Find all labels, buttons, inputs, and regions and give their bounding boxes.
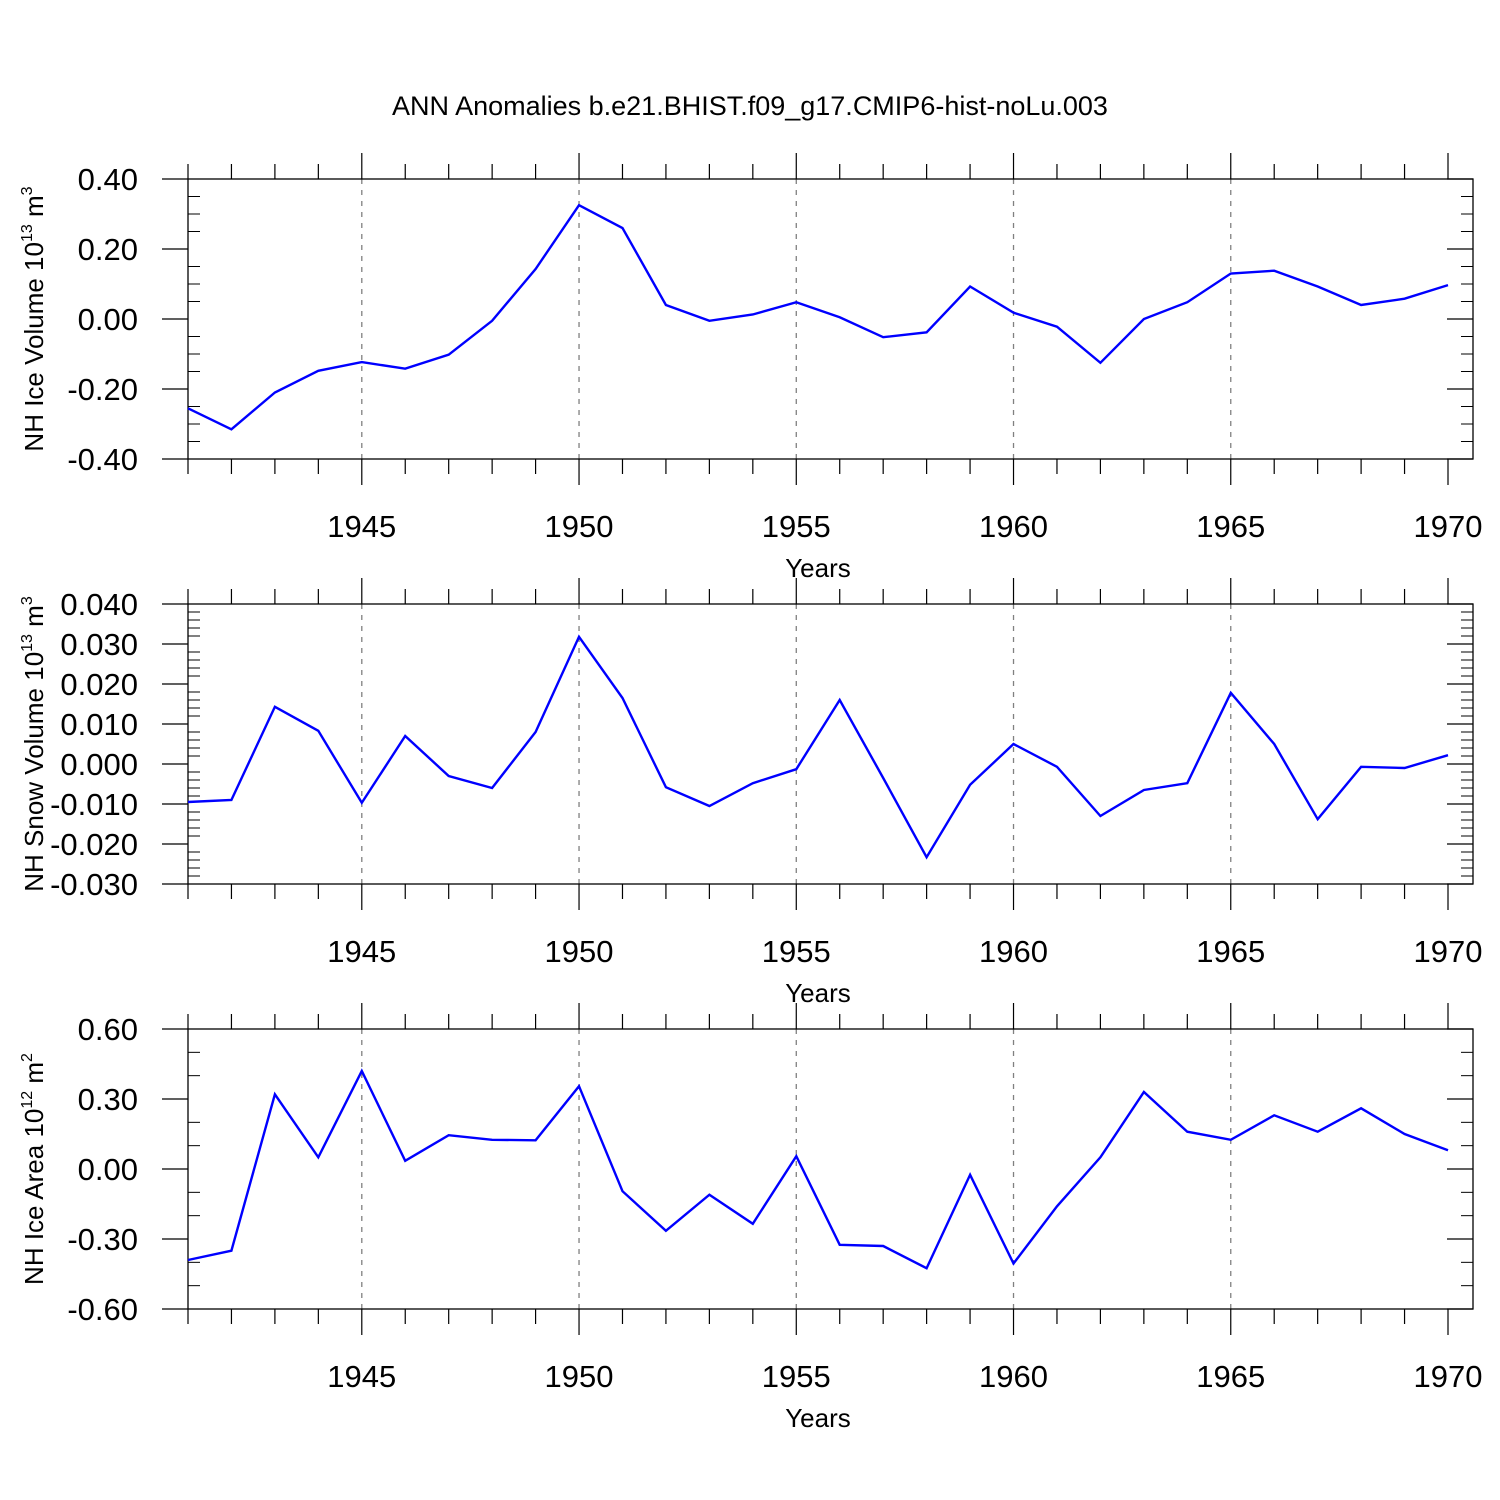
y-axis-title-superscript: 13 bbox=[19, 224, 36, 242]
panel-snow-volume: 1945 1950 1955 1960 1965 1970 Years -0.030 -0.02… bbox=[19, 578, 1482, 1008]
y-axis-title-superscript: 3 bbox=[19, 186, 36, 195]
x-tick-label: 1950 bbox=[545, 1359, 614, 1394]
y-tick-label: 0.010 bbox=[60, 707, 138, 742]
plot-frame bbox=[187, 603, 1474, 885]
x-tick-label: 1970 bbox=[1414, 934, 1483, 969]
x-tick-label: 1955 bbox=[762, 509, 831, 544]
y-tick-label: 0.60 bbox=[78, 1012, 138, 1047]
y-axis-title-part: NH Ice Area 10 bbox=[19, 1109, 49, 1285]
series-line-ice-volume bbox=[187, 203, 1449, 431]
y-tick-label: -0.40 bbox=[67, 442, 138, 477]
y-axis-title-part: m bbox=[19, 605, 49, 634]
x-tick-label: 1955 bbox=[762, 1359, 831, 1394]
x-axis-title: Years bbox=[785, 978, 851, 1008]
y-tick-label: 0.20 bbox=[78, 232, 138, 267]
figure-title: ANN Anomalies b.e21.BHIST.f09_g17.CMIP6-… bbox=[392, 91, 1108, 121]
y-axis-title-superscript: 13 bbox=[19, 634, 36, 652]
y-tick-label: 0.00 bbox=[78, 302, 138, 337]
x-tick-label: 1960 bbox=[979, 1359, 1048, 1394]
x-tick-label: 1950 bbox=[545, 934, 614, 969]
x-tick-label: 1965 bbox=[1196, 1359, 1265, 1394]
y-axis-title-superscript: 12 bbox=[19, 1091, 36, 1109]
x-tick-label: 1965 bbox=[1196, 509, 1265, 544]
y-tick-label: 0.040 bbox=[60, 587, 138, 622]
y-tick-label: -0.30 bbox=[67, 1222, 138, 1257]
y-axis-title-part: NH Ice Volume 10 bbox=[19, 242, 49, 452]
y-tick-label: -0.20 bbox=[67, 372, 138, 407]
y-tick-label: 0.00 bbox=[78, 1152, 138, 1187]
x-tick-label: 1955 bbox=[762, 934, 831, 969]
y-tick-label: 0.020 bbox=[60, 667, 138, 702]
x-axis-title: Years bbox=[785, 553, 851, 583]
x-tick-label: 1970 bbox=[1414, 1359, 1483, 1394]
x-tick-label: 1965 bbox=[1196, 934, 1265, 969]
y-axis-title: NH Ice Volume 1013 m3 bbox=[19, 186, 49, 451]
y-tick-label: 0.30 bbox=[78, 1082, 138, 1117]
y-axis-title: NH Ice Area 1012 m2 bbox=[19, 1053, 49, 1285]
y-tick-label: 0.030 bbox=[60, 627, 138, 662]
y-tick-label: 0.40 bbox=[78, 162, 138, 197]
y-axis-title-part: m bbox=[19, 1062, 49, 1091]
x-axis-title: Years bbox=[785, 1403, 851, 1433]
y-tick-label: -0.020 bbox=[50, 827, 138, 862]
x-tick-label: 1970 bbox=[1414, 509, 1483, 544]
y-tick-label: -0.60 bbox=[67, 1292, 138, 1327]
y-axis-title: NH Snow Volume 1013 m3 bbox=[19, 596, 49, 892]
x-tick-label: 1945 bbox=[327, 1359, 396, 1394]
x-tick-label: 1950 bbox=[545, 509, 614, 544]
y-axis-title-part: NH Snow Volume 10 bbox=[19, 652, 49, 892]
series-line-snow-volume bbox=[187, 634, 1449, 860]
x-tick-label: 1945 bbox=[327, 509, 396, 544]
y-axis-title-superscript: 2 bbox=[19, 1053, 36, 1062]
y-tick-label: -0.010 bbox=[50, 787, 138, 822]
series-line-ice-area bbox=[187, 1068, 1449, 1270]
y-axis-title-part: m bbox=[19, 195, 49, 224]
x-tick-label: 1945 bbox=[327, 934, 396, 969]
x-tick-label: 1960 bbox=[979, 509, 1048, 544]
panel-ice-area: 1945 1950 1955 1960 1965 1970 Years -0.60 -0.30 0… bbox=[19, 1003, 1482, 1433]
y-axis-title-superscript: 3 bbox=[19, 596, 36, 605]
y-tick-label: -0.030 bbox=[50, 867, 138, 902]
y-tick-label: 0.000 bbox=[60, 747, 138, 782]
x-tick-label: 1960 bbox=[979, 934, 1048, 969]
